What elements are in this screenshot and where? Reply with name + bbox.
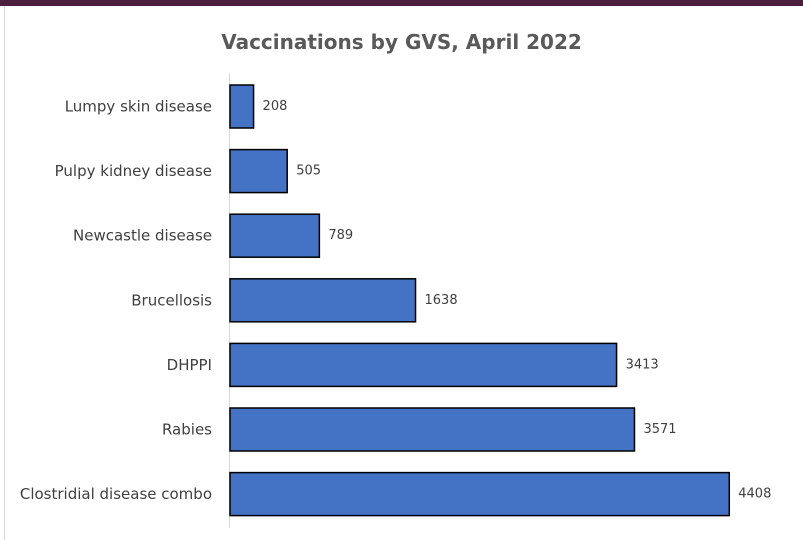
data-label: 3413 bbox=[626, 357, 659, 372]
category-label: Pulpy kidney disease bbox=[55, 162, 212, 180]
bar-1 bbox=[229, 148, 288, 194]
data-label: 1638 bbox=[425, 293, 458, 308]
data-label: 208 bbox=[263, 99, 288, 114]
data-label: 3571 bbox=[643, 422, 676, 437]
frame-left-border bbox=[4, 6, 5, 540]
data-label: 505 bbox=[296, 164, 321, 179]
bar-2 bbox=[229, 213, 321, 258]
category-label: Newcastle disease bbox=[73, 227, 212, 245]
category-label: Rabies bbox=[162, 421, 212, 439]
bar-6 bbox=[229, 471, 731, 517]
bar-4 bbox=[229, 342, 618, 388]
bar-0 bbox=[229, 84, 255, 129]
bar-3 bbox=[229, 278, 417, 323]
data-label: 789 bbox=[328, 228, 353, 243]
category-label: Brucellosis bbox=[131, 291, 212, 309]
window-top-bar bbox=[0, 0, 803, 6]
category-label: Lumpy skin disease bbox=[65, 98, 212, 116]
category-label: Clostridial disease combo bbox=[20, 485, 212, 503]
bar-5 bbox=[229, 407, 636, 452]
category-label: DHPPI bbox=[167, 356, 212, 374]
data-label: 4408 bbox=[738, 487, 771, 502]
chart-title: Vaccinations by GVS, April 2022 bbox=[221, 30, 582, 54]
